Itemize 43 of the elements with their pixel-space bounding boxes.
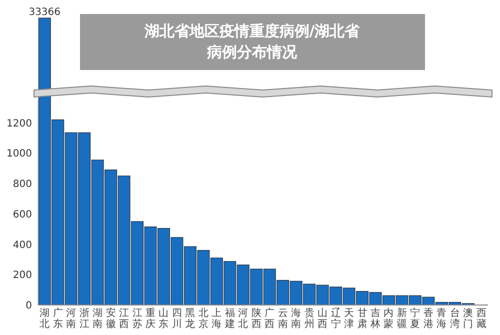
x-tick-label: 西藏 (476, 308, 486, 330)
x-tick-label: 四川 (172, 308, 182, 330)
chart-title: 湖北省地区疫情重度病例/湖北省病例分布情况 (143, 22, 361, 61)
y-tick-label: 800 (12, 179, 32, 190)
x-tick-label: 重庆 (146, 307, 156, 330)
x-tick-label: 河南 (66, 307, 76, 330)
x-tick-label: 台湾 (450, 307, 460, 330)
x-tick-label: 香港 (423, 307, 434, 330)
y-tick-label: 1000 (6, 148, 32, 160)
y-tick-label: 600 (12, 209, 32, 220)
y-tick-label: 0 (26, 300, 32, 312)
x-tick-label: 云南 (278, 308, 288, 330)
x-tick-label: 福建 (224, 307, 235, 330)
y-tick-label: 400 (12, 240, 32, 251)
x-tick-label: 上海 (212, 307, 222, 330)
x-tick-label: 湖北 (40, 307, 50, 330)
x-tick-label: 江苏 (132, 307, 142, 330)
x-tick-label: 辽宁 (330, 307, 341, 330)
x-tick-label: 浙江 (79, 307, 90, 330)
data-label: 33366 (28, 7, 61, 18)
x-tick-label: 广东 (52, 307, 63, 330)
x-tick-label: 吉林 (370, 307, 380, 330)
x-tick-label: 湖南 (92, 307, 103, 330)
x-tick-label: 天津 (344, 308, 354, 330)
x-tick-label: 北京 (198, 307, 208, 330)
y-tick-label: 200 (12, 270, 32, 282)
x-tick-label: 宁夏 (410, 307, 420, 330)
x-tick-label: 陕西 (251, 307, 262, 330)
x-tick-label: 山东 (158, 307, 169, 330)
x-tick-label: 江西 (119, 307, 130, 330)
x-tick-label: 澳门 (463, 307, 474, 330)
x-tick-label: 黑龙 (185, 308, 196, 330)
x-tick-label: 新疆 (396, 307, 407, 330)
x-tick-label: 内蒙 (384, 307, 394, 330)
x-tick-label: 山西 (318, 307, 328, 330)
x-tick-label: 广西 (264, 307, 275, 330)
x-tick-label: 贵州 (304, 307, 314, 330)
x-tick-label: 海南 (291, 307, 302, 330)
x-tick-label: 安徽 (106, 307, 116, 330)
x-tick-label: 河北 (238, 307, 248, 330)
y-tick-label: 1200 (6, 118, 32, 130)
x-tick-label: 青海 (436, 307, 447, 330)
x-tick-label: 甘肃 (357, 307, 368, 330)
